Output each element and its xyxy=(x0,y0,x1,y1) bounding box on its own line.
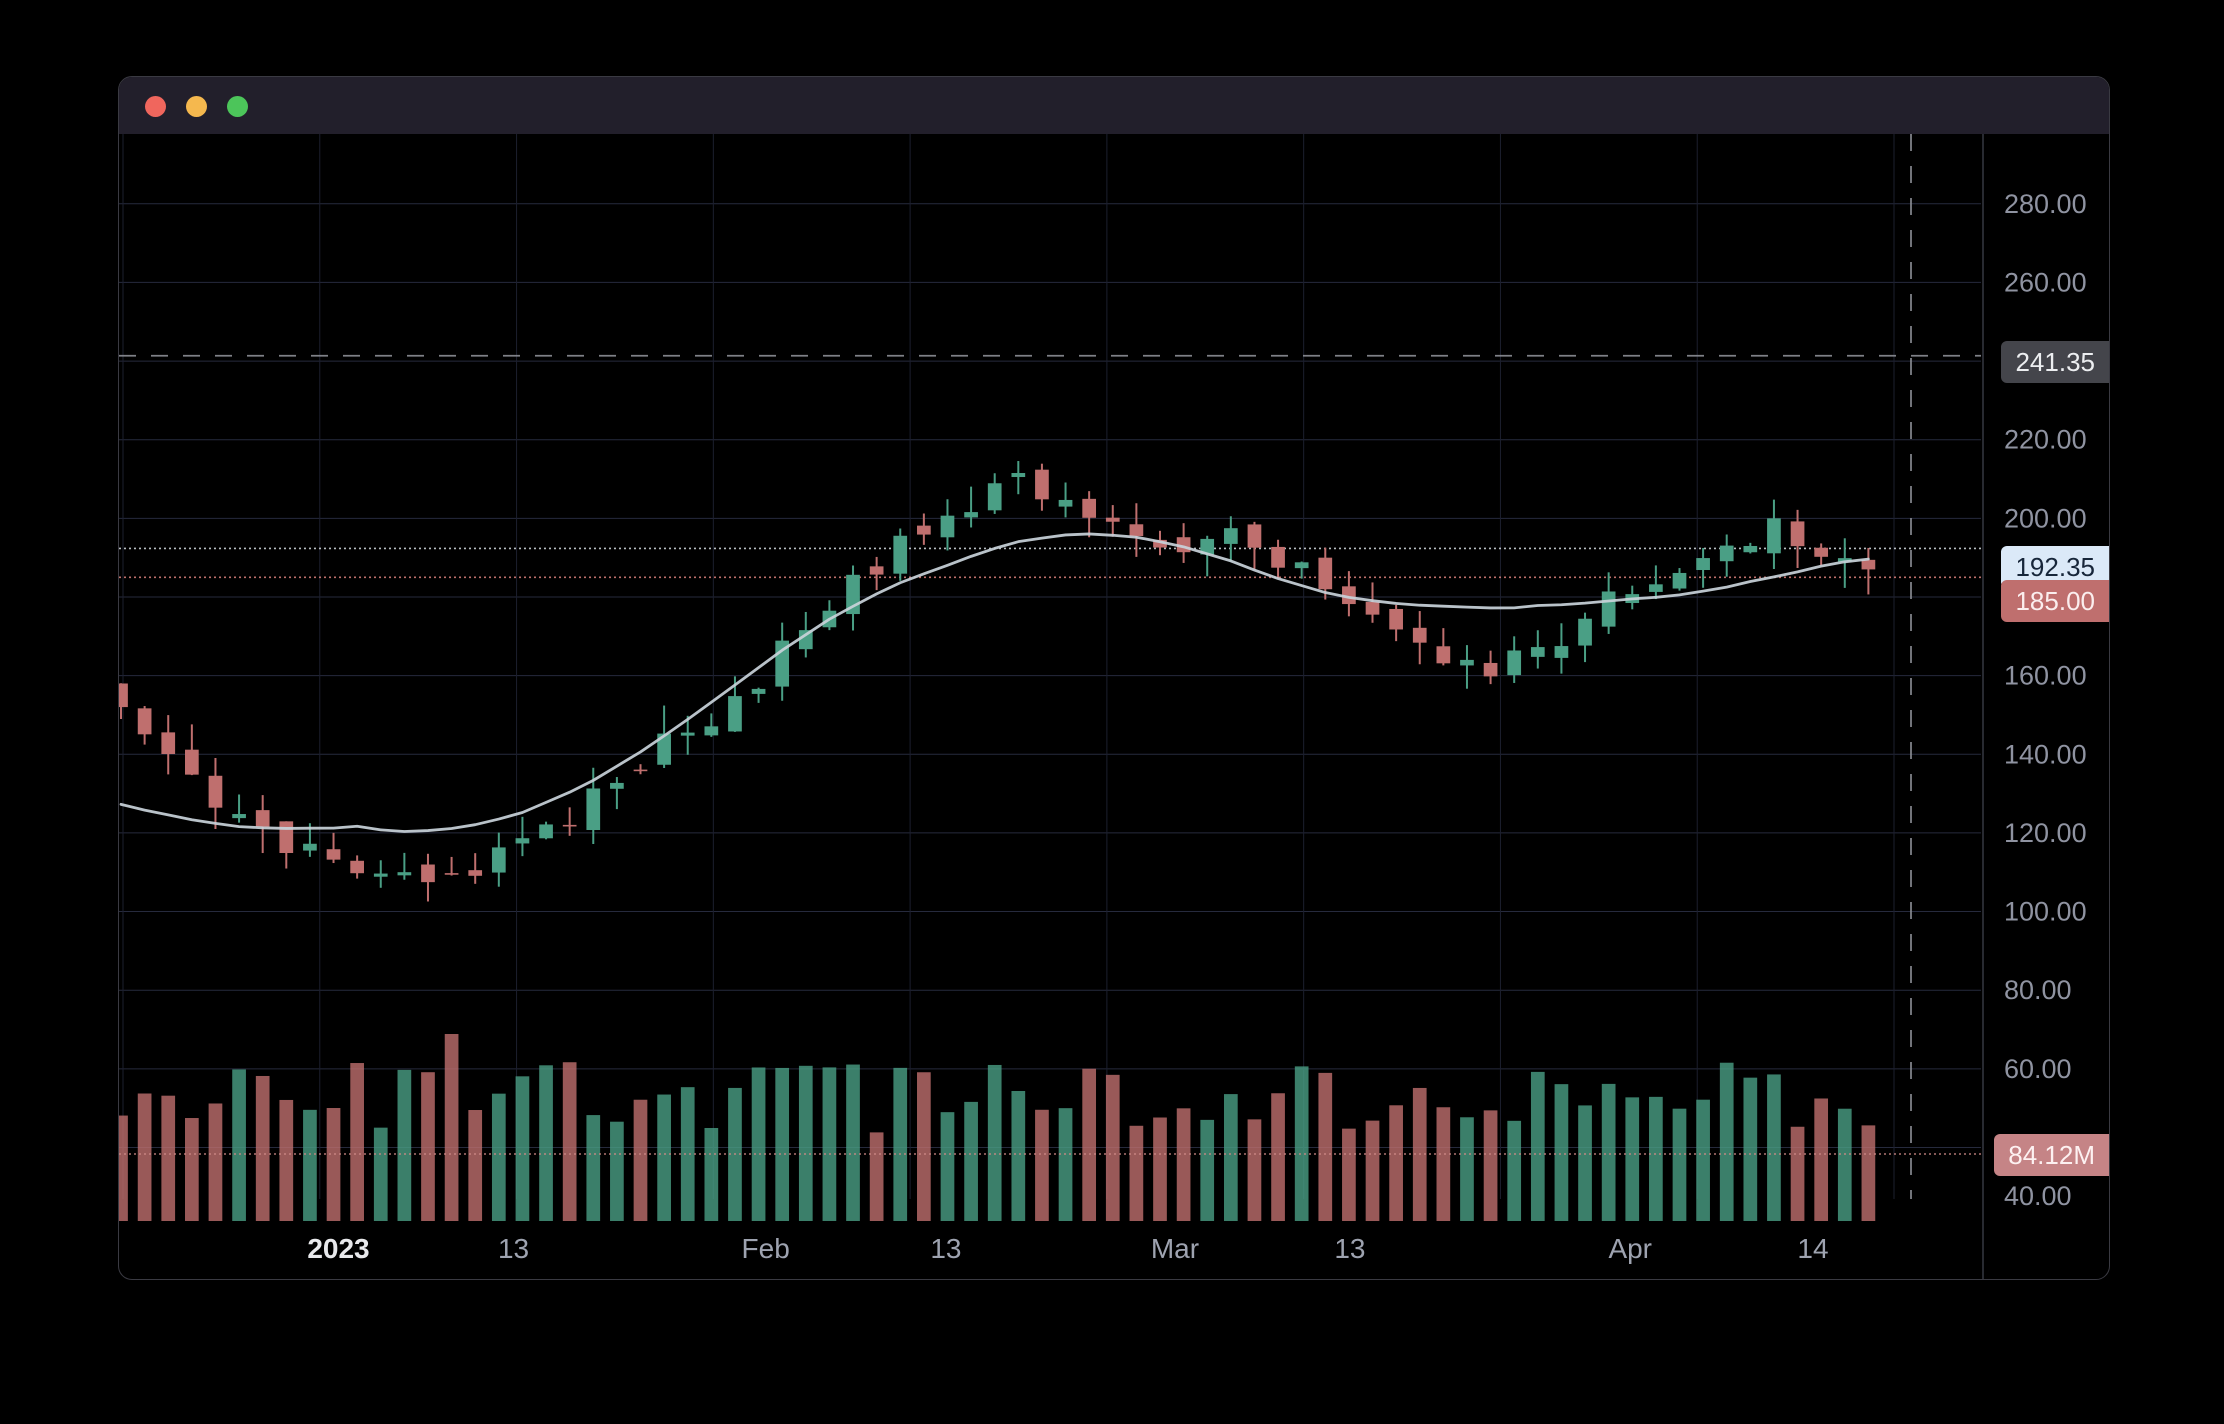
svg-text:280.00: 280.00 xyxy=(2004,189,2087,219)
svg-text:120.00: 120.00 xyxy=(2004,818,2087,848)
svg-text:Apr: Apr xyxy=(1608,1233,1652,1264)
svg-text:40.00: 40.00 xyxy=(2004,1181,2072,1211)
svg-text:100.00: 100.00 xyxy=(2004,897,2087,927)
svg-text:14: 14 xyxy=(1797,1233,1828,1264)
svg-text:13: 13 xyxy=(1334,1233,1365,1264)
svg-text:220.00: 220.00 xyxy=(2004,425,2087,455)
svg-text:60.00: 60.00 xyxy=(2004,1054,2072,1084)
svg-text:160.00: 160.00 xyxy=(2004,661,2087,691)
svg-text:Feb: Feb xyxy=(742,1233,790,1264)
svg-text:Mar: Mar xyxy=(1151,1233,1199,1264)
svg-text:200.00: 200.00 xyxy=(2004,503,2087,533)
svg-text:13: 13 xyxy=(930,1233,961,1264)
svg-text:80.00: 80.00 xyxy=(2004,975,2072,1005)
svg-text:260.00: 260.00 xyxy=(2004,267,2087,297)
svg-text:140.00: 140.00 xyxy=(2004,739,2087,769)
svg-text:2023: 2023 xyxy=(307,1233,369,1264)
svg-text:13: 13 xyxy=(498,1233,529,1264)
